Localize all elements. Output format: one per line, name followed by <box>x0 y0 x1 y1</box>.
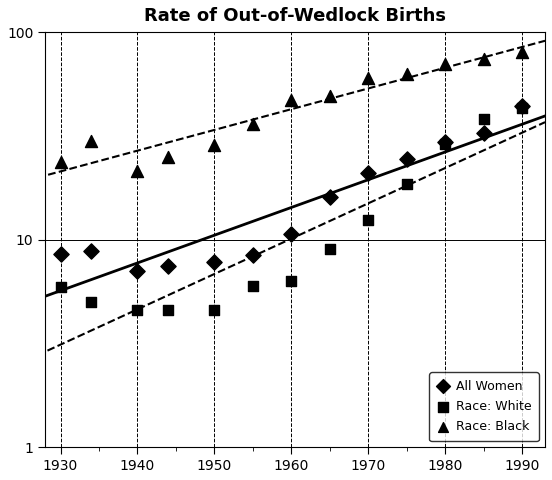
Race: Black: (1.98e+03, 63): Black: (1.98e+03, 63) <box>402 70 411 78</box>
All Women <box>164 262 173 269</box>
Race: White: (1.93e+03, 5): White: (1.93e+03, 5) <box>87 298 95 306</box>
Race: White: (1.94e+03, 4.6): White: (1.94e+03, 4.6) <box>164 306 173 313</box>
Race: Black: (1.94e+03, 25): Black: (1.94e+03, 25) <box>164 153 173 161</box>
Race: White: (1.96e+03, 9): White: (1.96e+03, 9) <box>325 245 334 253</box>
Race: White: (1.97e+03, 12.4): White: (1.97e+03, 12.4) <box>364 216 373 224</box>
All Women <box>518 103 527 110</box>
Race: Black: (1.99e+03, 80): Black: (1.99e+03, 80) <box>518 48 527 56</box>
Race: White: (1.98e+03, 18.5): White: (1.98e+03, 18.5) <box>402 180 411 188</box>
All Women <box>479 129 488 136</box>
Race: White: (1.98e+03, 38): White: (1.98e+03, 38) <box>479 116 488 123</box>
Race: White: (1.96e+03, 6.3): White: (1.96e+03, 6.3) <box>287 277 296 285</box>
All Women <box>440 139 449 146</box>
Race: Black: (1.95e+03, 28.5): Black: (1.95e+03, 28.5) <box>210 142 219 149</box>
All Women <box>87 247 95 255</box>
Race: Black: (1.93e+03, 30): Black: (1.93e+03, 30) <box>87 137 95 144</box>
Legend: All Women, Race: White, Race: Black: All Women, Race: White, Race: Black <box>429 372 539 441</box>
Race: White: (1.99e+03, 43): White: (1.99e+03, 43) <box>518 104 527 112</box>
Race: Black: (1.97e+03, 60): Black: (1.97e+03, 60) <box>364 74 373 82</box>
Race: Black: (1.98e+03, 74): Black: (1.98e+03, 74) <box>479 55 488 63</box>
All Women <box>325 193 334 201</box>
Race: White: (1.93e+03, 5.9): White: (1.93e+03, 5.9) <box>56 283 65 291</box>
All Women <box>56 251 65 258</box>
All Women <box>402 155 411 163</box>
All Women <box>210 258 219 266</box>
Race: Black: (1.96e+03, 49): Black: (1.96e+03, 49) <box>325 93 334 100</box>
Race: White: (1.98e+03, 29): White: (1.98e+03, 29) <box>440 140 449 147</box>
Race: Black: (1.96e+03, 47): Black: (1.96e+03, 47) <box>287 96 296 104</box>
Race: Black: (1.94e+03, 21.5): Black: (1.94e+03, 21.5) <box>133 167 142 174</box>
Race: White: (1.94e+03, 4.6): White: (1.94e+03, 4.6) <box>133 306 142 313</box>
All Women <box>364 169 373 177</box>
Title: Rate of Out-of-Wedlock Births: Rate of Out-of-Wedlock Births <box>144 7 446 25</box>
Race: Black: (1.93e+03, 23.6): Black: (1.93e+03, 23.6) <box>56 158 65 166</box>
All Women <box>248 252 257 259</box>
All Women <box>133 267 142 275</box>
Race: Black: (1.96e+03, 36): Black: (1.96e+03, 36) <box>248 120 257 128</box>
Race: Black: (1.98e+03, 70): Black: (1.98e+03, 70) <box>440 60 449 68</box>
All Women <box>287 230 296 238</box>
Race: White: (1.96e+03, 6): White: (1.96e+03, 6) <box>248 282 257 289</box>
Race: White: (1.95e+03, 4.6): White: (1.95e+03, 4.6) <box>210 306 219 313</box>
